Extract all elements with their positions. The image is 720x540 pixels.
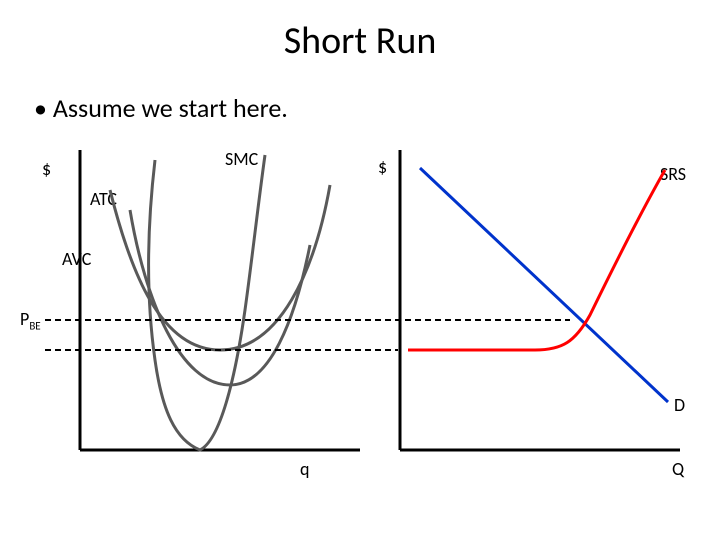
dashed-overlay: [0, 0, 720, 540]
